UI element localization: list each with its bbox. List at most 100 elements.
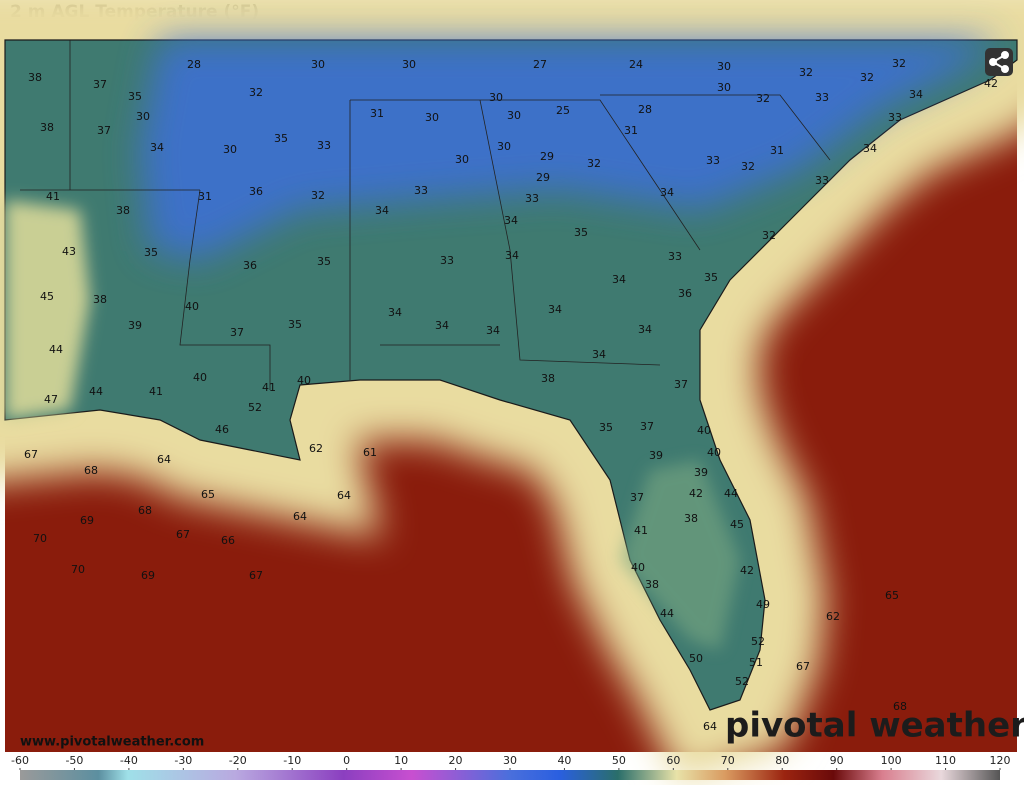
temp-label: 33: [706, 154, 720, 167]
temp-label: 45: [40, 290, 54, 303]
temp-label: 32: [249, 86, 263, 99]
temp-label: 30: [507, 109, 521, 122]
temp-label: 31: [770, 144, 784, 157]
temp-label: 36: [678, 287, 692, 300]
temp-label: 34: [638, 323, 652, 336]
temp-label: 35: [317, 255, 331, 268]
temp-label: 40: [631, 561, 645, 574]
temp-label: 52: [751, 635, 765, 648]
temp-label: 30: [136, 110, 150, 123]
temp-label: 41: [262, 381, 276, 394]
temp-label: 25: [556, 104, 570, 117]
temp-label: 34: [388, 306, 402, 319]
temp-label: 33: [815, 91, 829, 104]
temp-label: 37: [640, 420, 654, 433]
colorbar-tick-label: 30: [503, 754, 517, 767]
temp-label: 44: [660, 607, 674, 620]
temp-label: 44: [49, 343, 63, 356]
colorbar-tick-label: 80: [775, 754, 789, 767]
temp-label: 35: [128, 90, 142, 103]
temp-label: 45: [730, 518, 744, 531]
colorbar-tick-label: 110: [935, 754, 956, 767]
temp-label: 50: [689, 652, 703, 665]
temp-label: 65: [201, 488, 215, 501]
cold-area: [140, 40, 1000, 260]
temp-label: 64: [703, 720, 717, 733]
colorbar-tick-label: 50: [612, 754, 626, 767]
temp-label: 42: [740, 564, 754, 577]
temp-label: 44: [89, 385, 103, 398]
florida-mild: [620, 460, 740, 650]
temp-label: 35: [274, 132, 288, 145]
temp-label: 32: [892, 57, 906, 70]
temp-label: 30: [402, 58, 416, 71]
temp-label: 66: [221, 534, 235, 547]
temp-label: 52: [735, 675, 749, 688]
colorbar-tick-label: 0: [343, 754, 350, 767]
temp-label: 40: [697, 424, 711, 437]
temp-label: 36: [249, 185, 263, 198]
colorbar-tick-label: 90: [830, 754, 844, 767]
temp-label: 39: [649, 449, 663, 462]
temp-label: 64: [293, 510, 307, 523]
temp-label: 30: [455, 153, 469, 166]
share-icon[interactable]: [989, 51, 1009, 73]
temp-label: 69: [141, 569, 155, 582]
temp-label: 33: [440, 254, 454, 267]
temp-label: 51: [749, 656, 763, 669]
temp-label: 70: [33, 532, 47, 545]
colorbar-tick-label: 10: [394, 754, 408, 767]
temp-label: 62: [309, 442, 323, 455]
colorbar-tick-label: -30: [174, 754, 192, 767]
temp-label: 39: [128, 319, 142, 332]
colorbar-tick-label: 100: [881, 754, 902, 767]
temp-label: 29: [536, 171, 550, 184]
temp-label: 67: [176, 528, 190, 541]
temp-label: 30: [425, 111, 439, 124]
temp-label: 31: [370, 107, 384, 120]
temp-label: 33: [414, 184, 428, 197]
temp-label: 41: [634, 524, 648, 537]
temp-label: 30: [497, 140, 511, 153]
temp-label: 34: [660, 186, 674, 199]
temp-label: 32: [860, 71, 874, 84]
temp-label: 40: [707, 446, 721, 459]
temp-label: 33: [317, 139, 331, 152]
temp-label: 62: [826, 610, 840, 623]
temp-label: 70: [71, 563, 85, 576]
temp-label: 37: [630, 491, 644, 504]
colorbar-tick-label: 40: [557, 754, 571, 767]
temp-label: 38: [93, 293, 107, 306]
temp-label: 32: [799, 66, 813, 79]
temp-label: 33: [668, 250, 682, 263]
temp-label: 67: [249, 569, 263, 582]
temp-label: 38: [40, 121, 54, 134]
temp-label: 68: [893, 700, 907, 713]
texas-warm: [5, 200, 90, 420]
colorbar-tick-label: -10: [283, 754, 301, 767]
temp-label: 35: [574, 226, 588, 239]
temp-label: 52: [248, 401, 262, 414]
temp-label: 64: [337, 489, 351, 502]
temp-label: 61: [363, 446, 377, 459]
temp-label: 37: [230, 326, 244, 339]
temp-label: 34: [505, 249, 519, 262]
temp-label: 69: [80, 514, 94, 527]
temp-label: 30: [489, 91, 503, 104]
colorbar-tick-label: -40: [120, 754, 138, 767]
temp-label: 40: [185, 300, 199, 313]
temp-label: 43: [62, 245, 76, 258]
temp-label: 34: [548, 303, 562, 316]
temp-label: 65: [885, 589, 899, 602]
colorbar-tick-label: -20: [229, 754, 247, 767]
temp-label: 33: [815, 174, 829, 187]
temp-label: 35: [704, 271, 718, 284]
website: www.pivotalweather.com: [20, 735, 204, 750]
temp-label: 34: [612, 273, 626, 286]
temp-label: 41: [149, 385, 163, 398]
temp-label: 67: [796, 660, 810, 673]
colorbar-tick-label: 60: [666, 754, 680, 767]
temp-label: 32: [756, 92, 770, 105]
temp-label: 30: [311, 58, 325, 71]
temp-label: 64: [157, 453, 171, 466]
